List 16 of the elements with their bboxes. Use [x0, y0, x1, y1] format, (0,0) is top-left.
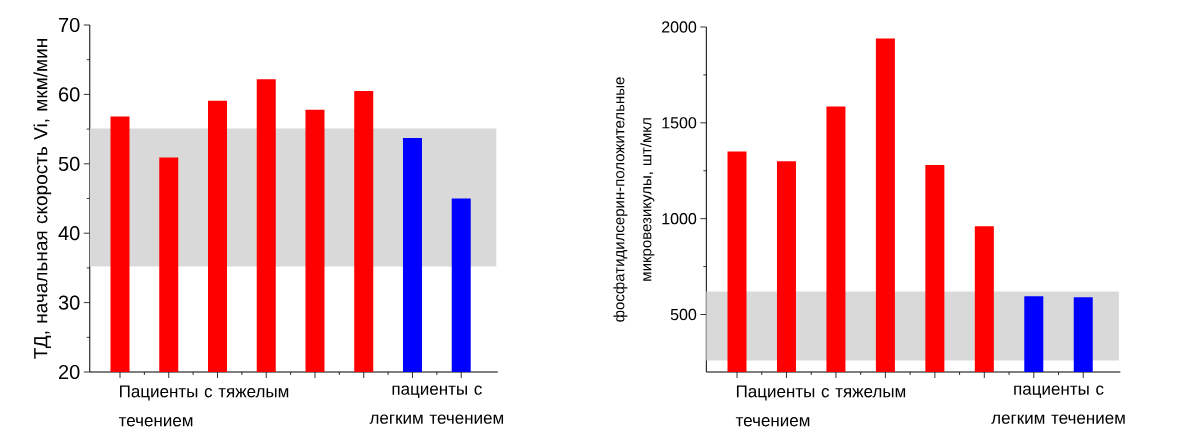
- y-tick-label: 50: [58, 156, 80, 171]
- y-tick-label: 30: [58, 295, 80, 310]
- y-tick-label: 500: [670, 308, 697, 321]
- y-tick-label: 2000: [662, 21, 697, 33]
- y-tick-label: 40: [58, 226, 80, 241]
- y-tick-label: 60: [59, 87, 80, 102]
- y-tick-label: 70: [59, 17, 80, 33]
- y-tick-label: 1000: [662, 213, 697, 225]
- y-axis-title: фосфатидилсерин-положительные микровезикулы, шт/мкл: [613, 77, 655, 322]
- text: Пациенты с тяжелым течением: [118, 385, 289, 427]
- y-axis-title: ТД, начальная скорость Vi, мкм/мин: [33, 39, 52, 359]
- text: Пациенты с тяжелым течением: [735, 385, 906, 427]
- y-tick-label: 20: [59, 364, 80, 380]
- y-tick-label: 1500: [662, 117, 697, 129]
- text: пациенты с легким течением: [369, 385, 504, 424]
- text: пациенты с легким течением: [991, 385, 1125, 424]
